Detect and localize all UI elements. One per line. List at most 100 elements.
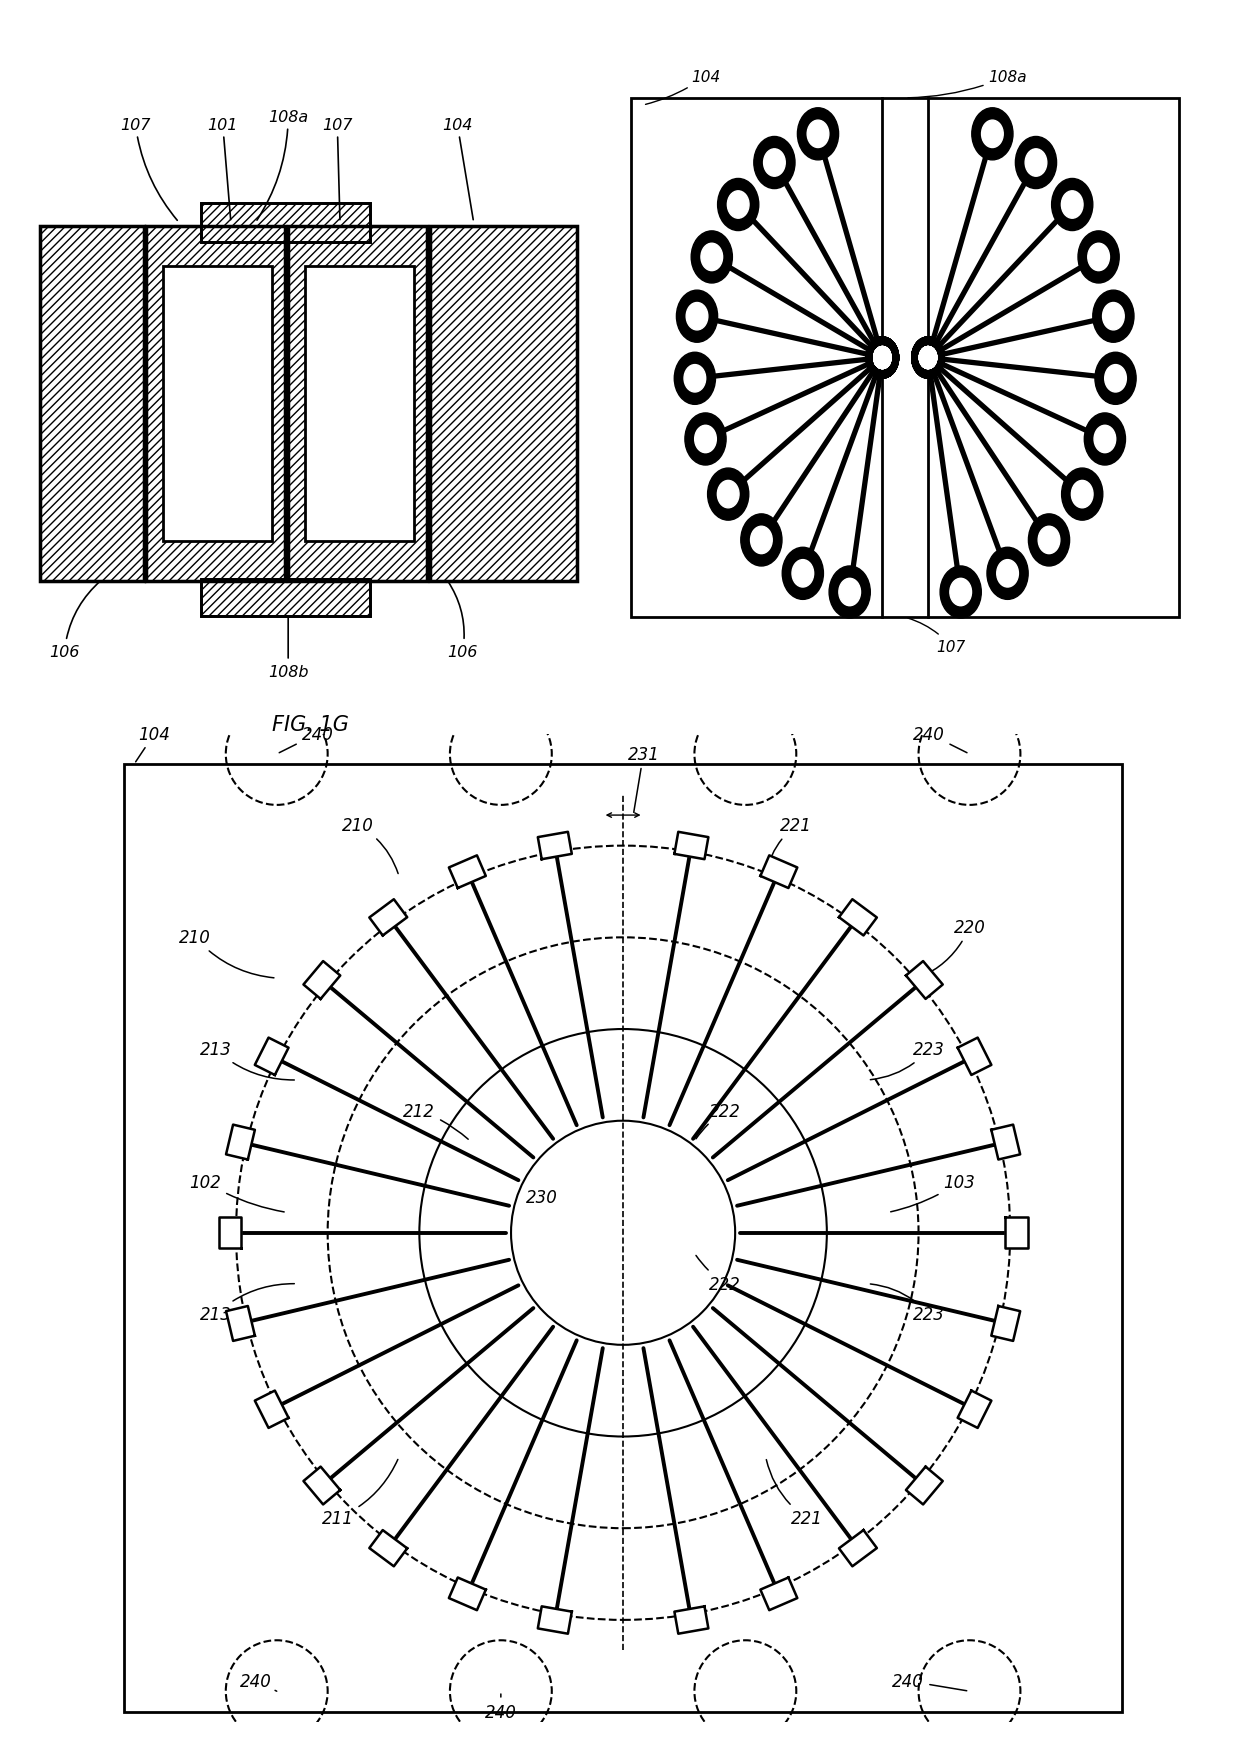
Text: 210: 210 xyxy=(180,928,274,979)
Text: 107: 107 xyxy=(322,117,352,220)
Text: 230: 230 xyxy=(526,1189,558,1206)
Bar xyxy=(162,266,272,542)
Circle shape xyxy=(691,232,733,283)
Circle shape xyxy=(919,348,936,369)
Bar xyxy=(430,227,578,580)
Text: 240: 240 xyxy=(279,725,334,753)
Text: 108a: 108a xyxy=(908,70,1027,98)
Polygon shape xyxy=(991,1306,1021,1341)
Circle shape xyxy=(911,337,945,379)
Polygon shape xyxy=(370,1530,407,1566)
Circle shape xyxy=(701,245,723,271)
Bar xyxy=(201,580,370,617)
Circle shape xyxy=(764,150,785,177)
Bar xyxy=(40,227,144,580)
Text: 210: 210 xyxy=(342,816,398,874)
Circle shape xyxy=(866,337,899,379)
Polygon shape xyxy=(304,961,340,1000)
Polygon shape xyxy=(991,1126,1021,1161)
Text: 106: 106 xyxy=(50,582,100,659)
Bar xyxy=(201,580,370,617)
Circle shape xyxy=(797,108,838,161)
Text: 223: 223 xyxy=(870,1285,945,1323)
Circle shape xyxy=(919,348,936,369)
Circle shape xyxy=(874,348,892,369)
Bar xyxy=(146,227,285,580)
Polygon shape xyxy=(449,857,486,888)
Circle shape xyxy=(1102,304,1125,330)
Text: 240: 240 xyxy=(893,1673,967,1690)
Circle shape xyxy=(677,290,718,343)
Circle shape xyxy=(684,414,727,465)
Polygon shape xyxy=(304,1467,340,1505)
Circle shape xyxy=(950,579,971,607)
Text: 221: 221 xyxy=(766,816,812,874)
Circle shape xyxy=(874,348,892,369)
Circle shape xyxy=(1087,245,1110,271)
Text: 104: 104 xyxy=(443,117,474,220)
Circle shape xyxy=(740,514,782,566)
Circle shape xyxy=(874,348,892,369)
Text: 108b: 108b xyxy=(268,617,309,680)
Circle shape xyxy=(972,108,1013,161)
Circle shape xyxy=(919,348,936,369)
Circle shape xyxy=(919,348,936,369)
Circle shape xyxy=(919,348,936,369)
Circle shape xyxy=(1071,481,1092,509)
Bar xyxy=(201,205,370,243)
Circle shape xyxy=(874,348,892,369)
Circle shape xyxy=(866,337,899,379)
Circle shape xyxy=(830,566,870,619)
Text: 220: 220 xyxy=(921,919,986,977)
Circle shape xyxy=(997,561,1018,587)
Polygon shape xyxy=(906,1467,942,1505)
Text: FIG. 1G: FIG. 1G xyxy=(272,715,348,734)
Text: 240: 240 xyxy=(485,1694,517,1720)
Circle shape xyxy=(675,353,715,406)
Circle shape xyxy=(684,365,706,393)
Text: 222: 222 xyxy=(696,1101,742,1140)
Polygon shape xyxy=(226,1306,255,1341)
Polygon shape xyxy=(226,1126,255,1161)
Text: 106: 106 xyxy=(448,582,477,659)
Circle shape xyxy=(1084,414,1126,465)
Polygon shape xyxy=(957,1038,992,1075)
Polygon shape xyxy=(538,832,572,860)
Text: 231: 231 xyxy=(627,746,660,813)
Circle shape xyxy=(874,348,892,369)
Polygon shape xyxy=(839,900,877,935)
Text: 107: 107 xyxy=(908,619,966,654)
Circle shape xyxy=(694,427,717,453)
Circle shape xyxy=(911,337,945,379)
Text: 104: 104 xyxy=(135,725,170,762)
Circle shape xyxy=(782,547,823,600)
Circle shape xyxy=(1092,290,1133,343)
Text: 213: 213 xyxy=(200,1285,294,1323)
Circle shape xyxy=(911,337,945,379)
Circle shape xyxy=(911,337,945,379)
Polygon shape xyxy=(906,961,942,1000)
Text: 223: 223 xyxy=(870,1040,945,1080)
Polygon shape xyxy=(1006,1218,1028,1248)
Circle shape xyxy=(718,180,759,231)
Bar xyxy=(288,227,428,580)
Circle shape xyxy=(792,561,813,587)
Polygon shape xyxy=(218,1218,241,1248)
Polygon shape xyxy=(957,1391,992,1428)
Polygon shape xyxy=(254,1038,289,1075)
Circle shape xyxy=(1028,514,1070,566)
Bar xyxy=(201,205,370,243)
Circle shape xyxy=(919,348,936,369)
Bar xyxy=(124,764,1122,1711)
Bar xyxy=(179,362,255,517)
Circle shape xyxy=(1105,365,1126,393)
Polygon shape xyxy=(254,1391,289,1428)
Circle shape xyxy=(911,337,945,379)
Circle shape xyxy=(839,579,861,607)
Circle shape xyxy=(919,348,936,369)
Text: 108a: 108a xyxy=(257,110,309,220)
Polygon shape xyxy=(839,1530,877,1566)
Circle shape xyxy=(987,547,1028,600)
Circle shape xyxy=(1061,468,1102,521)
Circle shape xyxy=(866,337,899,379)
